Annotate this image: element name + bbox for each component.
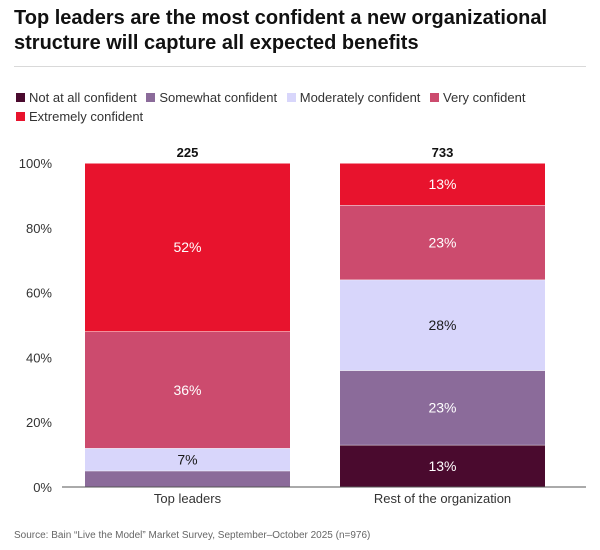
- data-label: 36%: [173, 382, 201, 398]
- x-category-label: Top leaders: [154, 491, 222, 506]
- stacked-bar-chart: 0% 20% 40% 60% 80% 100% 7% 36% 52% 225 Top leaders…: [19, 145, 586, 506]
- legend-swatch: [430, 93, 440, 102]
- legend-label: Somewhat confident: [159, 90, 278, 105]
- legend-swatch: [286, 93, 296, 102]
- chart-title: Top leaders are the most confident a new…: [14, 6, 586, 56]
- data-label: 7%: [177, 451, 197, 467]
- bar-segment-very-confident: [85, 331, 290, 449]
- bar-segment-somewhat-confident: [340, 370, 545, 445]
- title-divider: [14, 66, 586, 67]
- bar-segment-somewhat-confident: [85, 470, 290, 487]
- legend-label: Very confident: [443, 90, 526, 105]
- data-label: 52%: [173, 239, 201, 255]
- y-tick-label: 0%: [33, 480, 52, 495]
- legend-label: Not at all confident: [29, 90, 137, 105]
- bar-segment-not-at-all-confident: [340, 444, 545, 487]
- y-tick-label: 40%: [26, 350, 52, 365]
- bar-segment-extremely-confident: [340, 163, 545, 206]
- bar-segment-moderately-confident: [340, 279, 545, 371]
- chart-title-line-2: structure will capture all expected bene…: [14, 32, 419, 54]
- data-label: 23%: [428, 400, 456, 416]
- data-label: 28%: [428, 317, 456, 333]
- bar-segment-extremely-confident: [85, 163, 290, 332]
- legend-item-very-confident: Very confident: [430, 88, 525, 107]
- legend-item-moderately-confident: Moderately confident: [286, 88, 421, 107]
- bar-segment-moderately-confident: [85, 448, 290, 471]
- y-tick-label: 20%: [26, 415, 52, 430]
- x-category-label: Rest of the organization: [374, 491, 511, 506]
- data-label: 13%: [428, 176, 456, 192]
- y-tick-label: 60%: [26, 286, 52, 301]
- legend-swatch: [16, 112, 25, 121]
- legend-item-somewhat-confident: Somewhat confident: [146, 88, 277, 107]
- y-tick-label: 80%: [26, 221, 52, 236]
- data-label: 13%: [428, 458, 456, 474]
- legend-label: Moderately confident: [299, 90, 421, 105]
- legend-item-not-at-all-confident: Not at all confident: [16, 88, 137, 107]
- legend-item-extremely-confident: Extremely confident: [16, 107, 143, 126]
- chart-title-line-1: Top leaders are the most confident a new…: [14, 7, 548, 29]
- bar-segment-very-confident: [340, 205, 545, 280]
- legend-swatch: [16, 93, 25, 102]
- y-tick-label: 100%: [19, 156, 53, 171]
- legend: Not at all confident Somewhat confident …: [16, 88, 586, 126]
- bar-total-label: 733: [432, 145, 454, 160]
- source-note: Source: Bain “Live the Model” Market Sur…: [14, 530, 371, 541]
- data-label: 23%: [428, 234, 456, 250]
- bar-total-label: 225: [177, 145, 199, 160]
- legend-label: Extremely confident: [29, 109, 144, 124]
- legend-swatch: [146, 93, 156, 102]
